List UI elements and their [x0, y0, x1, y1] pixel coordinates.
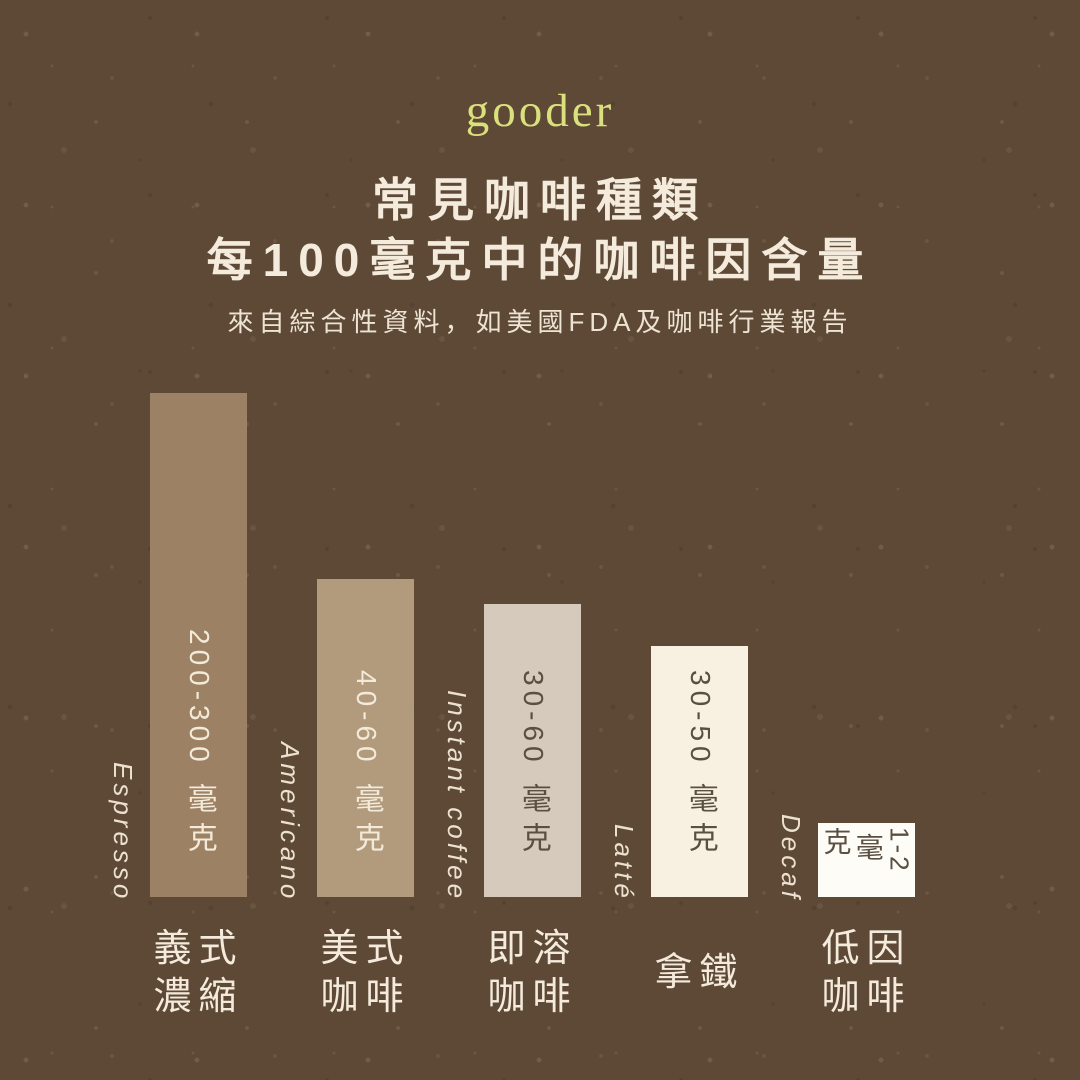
- bar-en-label: Latté: [609, 824, 639, 902]
- bar-en-label: Instant coffee: [442, 689, 472, 902]
- category-label-espresso: 義式 濃縮: [150, 916, 247, 1030]
- category-label-line: 拿鐵: [654, 952, 745, 994]
- category-label-line: 咖啡: [487, 976, 578, 1018]
- bar-en-label: Espresso: [108, 761, 138, 902]
- bar-value-range: 40-60: [350, 670, 382, 767]
- category-label-line: 即溶: [487, 928, 578, 970]
- chart-title-line2: 每100毫克中的咖啡因含量: [206, 234, 874, 286]
- bar-value-unit: 毫克: [820, 827, 884, 867]
- bar-en-label: Americano: [275, 741, 305, 902]
- category-label-instant-coffee: 即溶 咖啡: [484, 916, 581, 1030]
- bar-value-range: 200-300: [183, 629, 215, 767]
- chart-title-line1: 常見咖啡種類: [372, 174, 708, 226]
- bar-value-range: 30-60: [517, 670, 549, 767]
- bar-value-label: 30-60 毫克: [515, 670, 550, 897]
- bar-value-label: 200-300 毫克: [181, 629, 216, 897]
- bar-value-label: 30-50 毫克: [682, 670, 717, 897]
- bar-column-americano: Americano 40-60 毫克: [275, 579, 414, 902]
- bar-value-label: 40-60 毫克: [348, 670, 383, 897]
- bar-value-unit: 毫克: [182, 783, 216, 861]
- bar-chart: Espresso 200-300 毫克 Americano 40-60 毫克 Ins…: [108, 393, 930, 902]
- bar-column-decaf: Decaf 1-2毫克: [776, 814, 915, 902]
- bar-value-unit: 毫克: [683, 783, 717, 861]
- bar-column-latte: Latté 30-50 毫克: [609, 646, 748, 902]
- category-label-line: 咖啡: [821, 976, 912, 1018]
- category-label-line: 咖啡: [320, 976, 411, 1018]
- category-labels-row: 義式 濃縮 美式 咖啡 即溶 咖啡 拿鐵 低因 咖啡: [150, 916, 930, 1030]
- bar-value-unit: 毫克: [349, 783, 383, 861]
- category-label-decaf: 低因 咖啡: [818, 916, 915, 1030]
- bar: 40-60 毫克: [317, 579, 414, 897]
- bar-value-range: 1-2: [884, 827, 915, 874]
- bar: 30-50 毫克: [651, 646, 748, 897]
- category-label-latte: 拿鐵: [651, 916, 748, 1030]
- category-label-line: 低因: [821, 928, 912, 970]
- bar-value-range: 30-50: [684, 670, 716, 767]
- category-label-line: 濃縮: [153, 976, 244, 1018]
- bar-en-label: Decaf: [776, 814, 806, 902]
- bar-column-instant-coffee: Instant coffee 30-60 毫克: [442, 604, 581, 902]
- bar: 30-60 毫克: [484, 604, 581, 897]
- bar-column-espresso: Espresso 200-300 毫克: [108, 393, 247, 902]
- bar: 200-300 毫克: [150, 393, 247, 897]
- bar: 1-2毫克: [818, 823, 915, 897]
- bar-value-unit: 毫克: [516, 783, 550, 861]
- category-label-line: 美式: [320, 928, 411, 970]
- chart-source-note: 來自綜合性資料，如美國FDA及咖啡行業報告: [227, 307, 853, 337]
- bar-value-label: 1-2毫克: [819, 823, 915, 897]
- category-label-americano: 美式 咖啡: [317, 916, 414, 1030]
- brand-logo: gooder: [465, 85, 615, 137]
- category-label-line: 義式: [153, 928, 244, 970]
